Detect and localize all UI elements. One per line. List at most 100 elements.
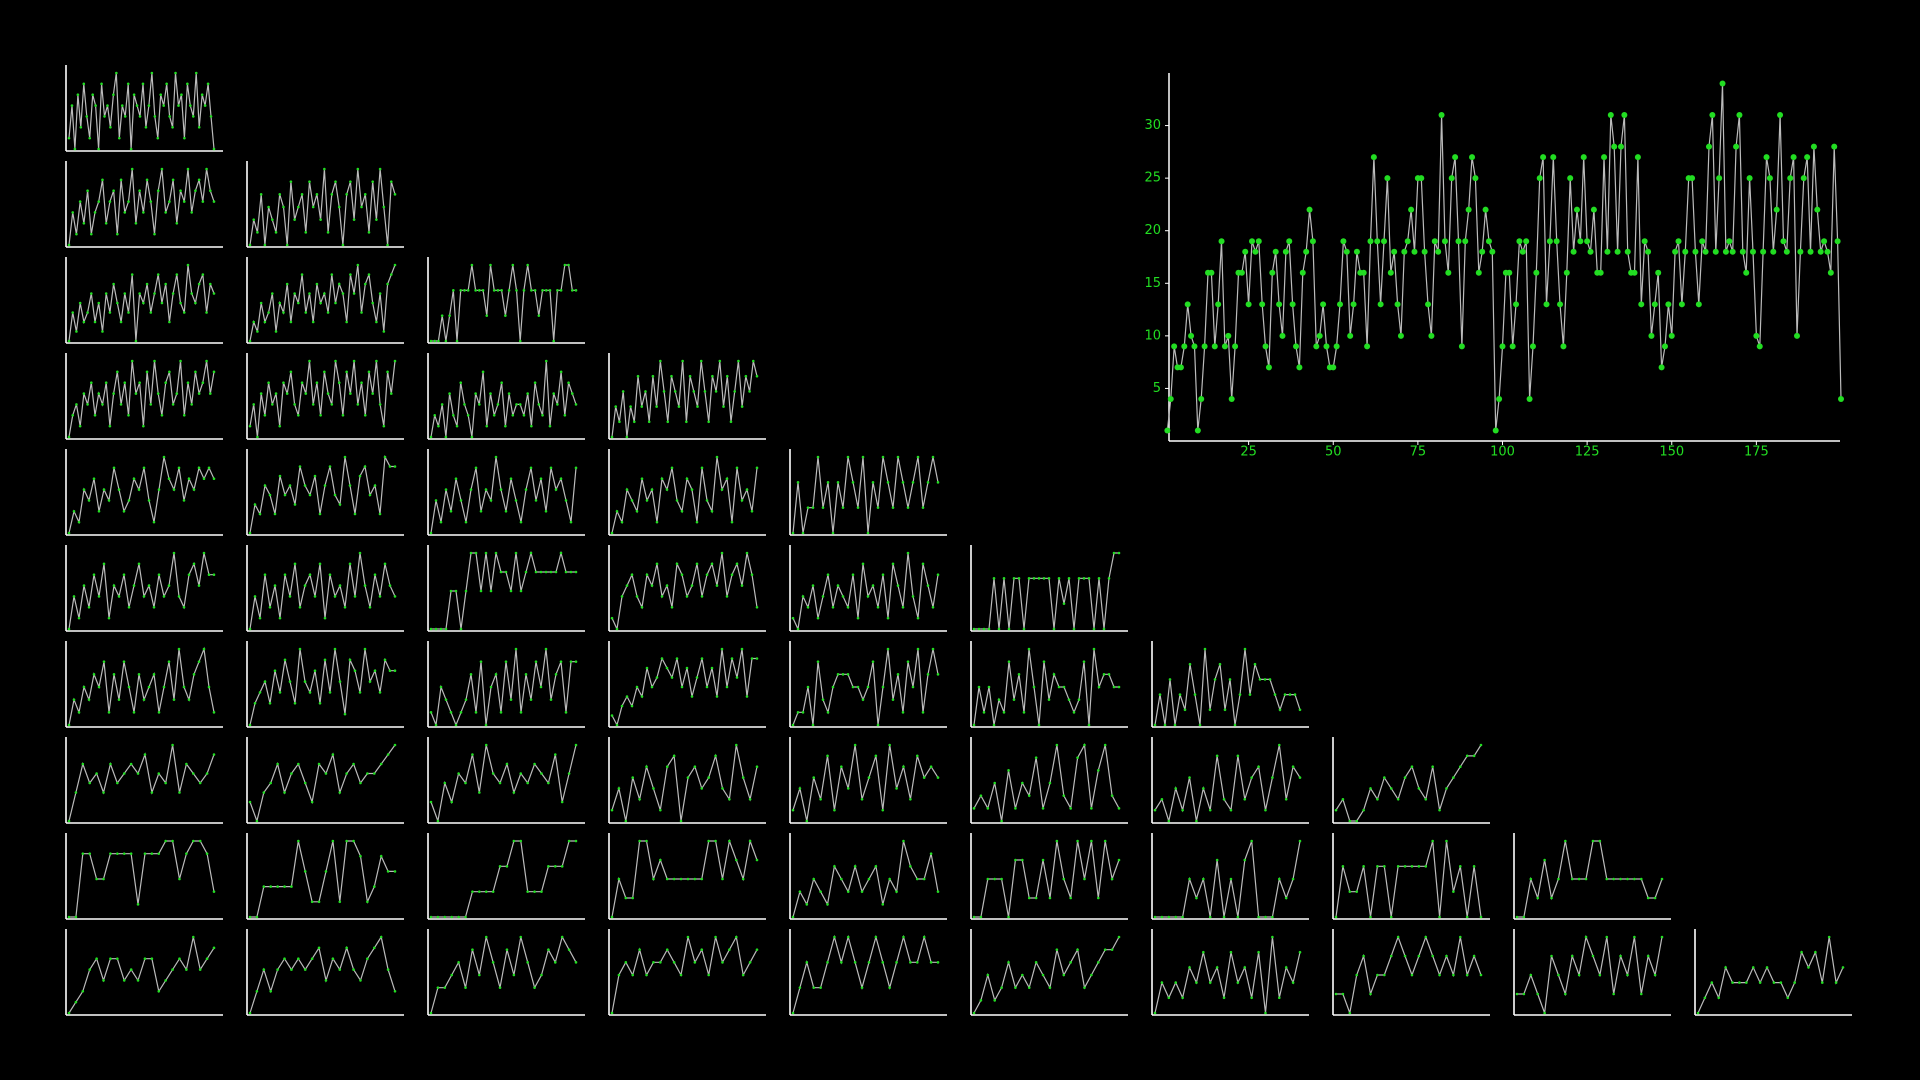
data-point	[1153, 915, 1157, 919]
data-point	[491, 890, 495, 893]
data-point	[1655, 269, 1662, 276]
data-point	[695, 676, 699, 679]
data-point	[183, 136, 186, 140]
data-point	[755, 466, 759, 470]
data-point	[972, 1011, 976, 1015]
data-point	[922, 935, 926, 939]
data-point	[1103, 948, 1107, 951]
data-point	[494, 455, 498, 459]
data-point	[936, 481, 940, 484]
data-point	[1403, 954, 1407, 958]
data-point	[526, 392, 529, 395]
data-point	[319, 413, 322, 417]
data-point	[1765, 966, 1769, 969]
data-point	[452, 413, 455, 417]
data-point	[358, 691, 362, 694]
data-point	[201, 273, 205, 276]
data-point	[1284, 797, 1288, 801]
data-point	[1601, 154, 1608, 161]
data-point	[522, 289, 526, 292]
data-point	[574, 660, 578, 663]
data-point	[132, 477, 136, 481]
data-point	[1403, 865, 1407, 868]
data-point	[569, 520, 573, 524]
data-point	[177, 104, 180, 107]
data-point	[734, 858, 738, 862]
data-point	[1793, 332, 1800, 339]
data-point	[1738, 981, 1741, 984]
data-point	[119, 178, 123, 182]
data-point	[393, 595, 397, 598]
data-point	[97, 200, 101, 203]
data-point	[331, 753, 335, 756]
data-point	[574, 466, 578, 470]
data-point	[118, 136, 121, 140]
data-point	[670, 605, 674, 609]
data-point	[1037, 723, 1041, 727]
data-point	[323, 658, 327, 662]
data-point	[207, 466, 211, 470]
data-point	[469, 488, 473, 491]
data-point	[388, 669, 392, 673]
data-point	[142, 466, 146, 470]
data-point	[142, 595, 146, 598]
data-point	[645, 573, 649, 577]
data-point	[187, 573, 191, 577]
data-point	[806, 605, 810, 609]
data-point	[1689, 175, 1696, 182]
data-point	[489, 589, 493, 593]
data-point	[526, 263, 529, 267]
series-line	[792, 744, 939, 822]
data-point	[916, 455, 920, 459]
data-point	[730, 520, 734, 524]
series-line	[611, 456, 758, 534]
data-point	[625, 584, 629, 587]
data-point	[544, 647, 548, 651]
data-point	[1360, 269, 1367, 276]
data-point	[132, 93, 136, 97]
data-point	[293, 562, 297, 566]
series-line	[249, 935, 396, 1014]
data-point	[1273, 693, 1277, 696]
data-point	[123, 115, 127, 118]
data-point	[341, 292, 345, 295]
data-point	[484, 743, 488, 747]
data-point	[1195, 981, 1198, 984]
data-point	[1758, 981, 1762, 984]
data-point	[1218, 662, 1222, 666]
data-point	[1208, 708, 1212, 712]
data-point	[902, 839, 905, 843]
data-point	[363, 465, 367, 468]
data-point	[574, 403, 578, 406]
data-point	[1529, 343, 1536, 350]
data-point	[444, 339, 448, 343]
data-point	[645, 765, 648, 769]
data-point	[725, 374, 729, 378]
data-point	[263, 680, 267, 683]
data-point	[680, 573, 684, 577]
data-point	[1228, 395, 1235, 402]
data-point	[429, 1011, 433, 1015]
data-point	[143, 957, 147, 961]
data-point	[67, 915, 71, 919]
data-point	[1288, 693, 1292, 696]
data-point	[1841, 966, 1845, 969]
data-point	[1639, 877, 1643, 881]
data-point	[504, 660, 508, 663]
data-point	[881, 961, 885, 964]
data-point	[725, 685, 729, 689]
data-point	[485, 314, 489, 317]
data-point	[278, 616, 282, 620]
data-point	[1062, 602, 1066, 605]
data-point	[1540, 154, 1547, 161]
data-point	[323, 484, 327, 487]
data-point	[1215, 858, 1219, 862]
data-point	[1350, 301, 1357, 308]
data-point	[378, 403, 382, 406]
data-point	[638, 839, 641, 843]
series-line	[611, 838, 758, 918]
data-point	[194, 189, 197, 193]
data-point	[630, 573, 634, 577]
data-point	[138, 292, 141, 295]
data-point	[655, 676, 659, 679]
